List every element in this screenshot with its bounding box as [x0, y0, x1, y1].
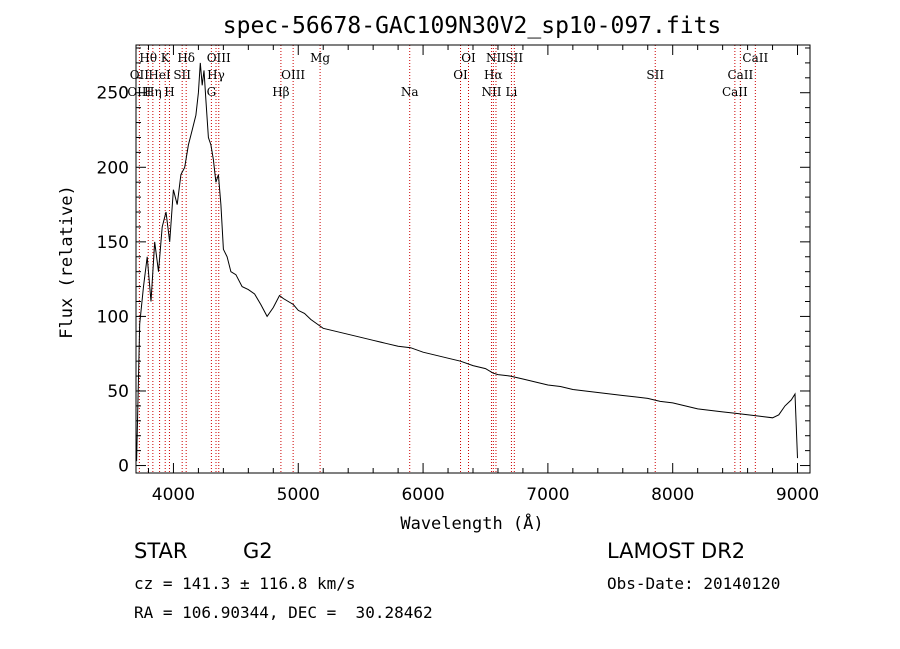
line-label-17: CaII — [727, 68, 753, 82]
observation-date: Obs-Date: 20140120 — [607, 574, 781, 593]
object-class: STAR — [134, 539, 188, 563]
plot-frame — [135, 44, 811, 474]
line-label-22: Hβ — [272, 85, 289, 99]
redshift-velocity: cz = 141.3 ± 116.8 km/s — [134, 574, 356, 593]
spectral-subclass: G2 — [243, 539, 273, 563]
line-label-16: SII — [646, 68, 664, 82]
spectral-line-markers — [138, 45, 756, 473]
line-label-7: SII — [505, 51, 523, 65]
x-tick-label-5: 9000 — [776, 485, 819, 505]
x-tick-label-0: 4000 — [152, 485, 195, 505]
y-tick-label-3: 150 — [97, 233, 129, 253]
y-tick-label-5: 250 — [97, 84, 129, 104]
line-label-20: H — [164, 85, 174, 99]
y-tick-label-1: 50 — [107, 382, 129, 402]
line-label-25: Li — [506, 85, 518, 99]
line-label-4: Mg — [310, 51, 330, 65]
spectrum-line — [136, 62, 798, 462]
line-label-26: CaII — [722, 85, 748, 99]
y-tick-label-0: 0 — [118, 457, 129, 477]
axis-ticks: 4000 5000 6000 7000 8000 9000 0 50 100 150 200 250 — [97, 45, 819, 505]
line-label-2: Hδ — [177, 51, 195, 65]
line-label-11: SII — [173, 68, 191, 82]
line-label-13: OIII — [281, 68, 305, 82]
coordinates: RA = 106.90344, DEC = 30.28462 — [134, 603, 433, 622]
line-label-12: Hγ — [207, 68, 225, 82]
x-tick-label-3: 7000 — [526, 485, 569, 505]
line-label-24: NII — [481, 85, 501, 99]
line-label-21: G — [207, 85, 217, 99]
y-tick-label-4: 200 — [97, 158, 129, 178]
line-label-23: Na — [401, 85, 419, 99]
line-label-1: K — [161, 51, 171, 65]
line-label-3: OIII — [207, 51, 231, 65]
line-label-5: OI — [461, 51, 476, 65]
line-label-14: OI — [453, 68, 468, 82]
y-axis-label: Flux (relative) — [57, 185, 77, 339]
line-label-0: Hθ — [139, 51, 157, 65]
line-label-10: HeI — [148, 68, 171, 82]
line-label-15: Hα — [484, 68, 503, 82]
x-tick-label-4: 8000 — [651, 485, 694, 505]
x-tick-label-2: 6000 — [401, 485, 444, 505]
y-tick-label-2: 100 — [97, 307, 129, 327]
line-label-8: CaII — [742, 51, 768, 65]
x-tick-label-1: 5000 — [277, 485, 320, 505]
chart-title: spec-56678-GAC109N30V2_sp10-097.fits — [223, 13, 722, 39]
line-label-6: NII — [486, 51, 506, 65]
line-label-9: OII — [130, 68, 150, 82]
line-label-19: Hη — [144, 85, 162, 99]
line-label-18: OIII — [127, 85, 151, 99]
x-axis-label: Wavelength (Å) — [400, 512, 543, 534]
survey-name: LAMOST DR2 — [607, 539, 746, 563]
